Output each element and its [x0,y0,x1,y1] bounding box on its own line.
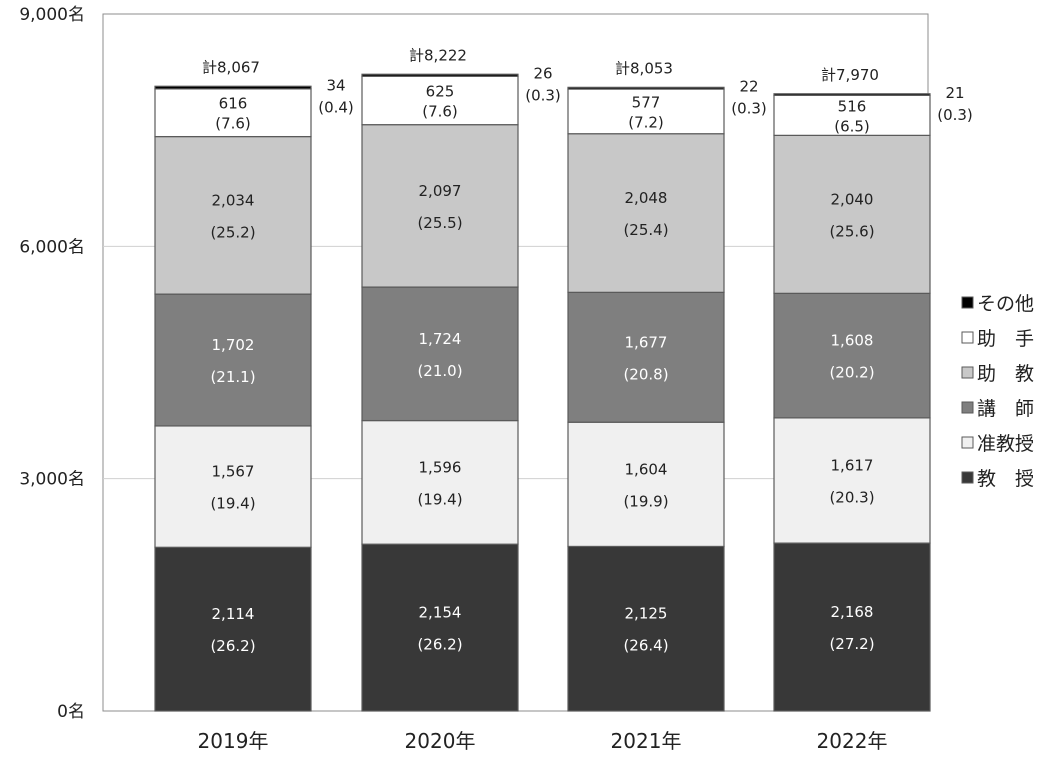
legend-label: 講 師 [977,398,1034,420]
segment-percent-label: (20.3) [829,488,874,506]
legend-label: 助 教 [977,363,1034,385]
bar-segment [154,425,312,548]
segment-percent-label: (26.4) [623,637,668,655]
segment-percent-label: (25.4) [623,221,668,239]
y-tick-label: 3,000名 [19,470,85,490]
other-percent-label: (0.3) [525,86,561,104]
segment-value-label: 1,617 [831,456,874,474]
segment-value-label: 516 [838,97,867,115]
bar-segment [154,88,312,138]
bar-segment [154,85,312,90]
legend-swatch [961,401,974,414]
bar-segment [773,93,931,96]
bar-segment [567,545,725,712]
bar-segment [154,135,312,295]
segment-percent-label: (21.0) [417,362,462,380]
y-tick-label: 6,000名 [19,237,85,257]
segment-value-label: 1,724 [419,330,462,348]
segment-value-label: 2,125 [625,605,668,623]
bar-segment [154,546,312,712]
segment-percent-label: (26.2) [210,637,255,655]
bar-segment [773,542,931,712]
segment-percent-label: (7.6) [215,115,251,133]
x-category-label: 2019年 [198,729,269,753]
segment-percent-label: (21.1) [210,368,255,386]
other-percent-label: (0.3) [937,106,973,124]
y-tick-label: 0名 [57,702,85,722]
segment-value-label: 577 [632,93,661,111]
segment-percent-label: (27.2) [829,635,874,653]
bar-segment [567,291,725,423]
segment-percent-label: (19.4) [417,490,462,508]
x-category-label: 2020年 [405,729,476,753]
bar-segment [567,421,725,548]
other-value-label: 26 [533,64,552,82]
other-percent-label: (0.3) [731,99,767,117]
bar-segment [567,88,725,135]
bar-segment [361,419,519,545]
other-percent-label: (0.4) [318,98,354,116]
segment-value-label: 1,608 [831,332,874,350]
other-value-label: 21 [945,84,964,102]
x-category-label: 2021年 [611,729,682,753]
segment-value-label: 2,034 [212,191,255,209]
bar-segment [361,124,519,288]
total-label: 計8,067 [202,58,260,76]
bar-segment [567,133,725,293]
segment-percent-label: (19.4) [210,495,255,513]
segment-value-label: 1,604 [625,460,668,478]
bar-segment [154,293,312,427]
legend-swatch [961,436,974,449]
segment-percent-label: (7.2) [628,113,664,131]
total-label: 計8,222 [409,46,467,64]
legend-swatch [961,296,974,309]
segment-percent-label: (19.9) [623,492,668,510]
segment-value-label: 2,114 [212,605,255,623]
legend-swatch [961,366,974,379]
legend-label: その他 [977,293,1034,315]
segment-percent-label: (7.6) [422,102,458,120]
other-value-label: 22 [739,77,758,95]
segment-value-label: 1,677 [625,333,668,351]
bar-segment [361,73,519,77]
bar-segment [773,134,931,294]
bar-segment [361,75,519,126]
segment-percent-label: (20.2) [829,364,874,382]
legend-swatch [961,331,974,344]
y-tick-label: 9,000名 [19,5,85,25]
legend-label: 准教授 [977,433,1034,455]
total-label: 計7,970 [821,66,879,84]
segment-percent-label: (6.5) [834,117,870,135]
segment-value-label: 616 [219,95,248,113]
total-label: 計8,053 [615,59,673,77]
segment-value-label: 625 [426,82,455,100]
segment-percent-label: (20.8) [623,365,668,383]
x-category-label: 2022年 [817,729,888,753]
segment-value-label: 2,154 [419,604,462,622]
segment-percent-label: (26.2) [417,636,462,654]
segment-value-label: 2,048 [625,189,668,207]
segment-value-label: 2,168 [831,603,874,621]
bar-segment [361,286,519,422]
segment-value-label: 1,702 [212,336,255,354]
segment-value-label: 2,097 [419,182,462,200]
segment-percent-label: (25.2) [210,223,255,241]
segment-value-label: 2,040 [831,190,874,208]
bar-segment [773,292,931,419]
bar-segment [361,543,519,712]
segment-percent-label: (25.6) [829,222,874,240]
legend-swatch [961,471,974,484]
segment-value-label: 1,567 [212,463,255,481]
segment-value-label: 1,596 [419,458,462,476]
legend-label: 助 手 [977,328,1034,350]
bar-segment [567,86,725,90]
legend-label: 教 授 [977,468,1034,490]
other-value-label: 34 [326,76,345,94]
bar-segment [773,417,931,544]
segment-percent-label: (25.5) [417,214,462,232]
